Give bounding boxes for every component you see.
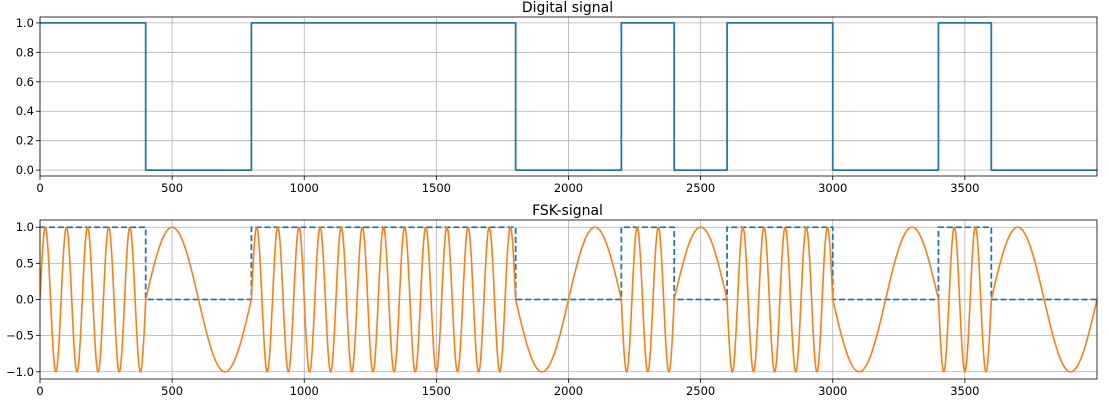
x-tick-label: 1000 [290, 181, 319, 195]
fsk-signal-title: FSK-signal [532, 203, 603, 219]
x-tick-label: 0 [36, 181, 43, 195]
y-tick-label: −1.0 [6, 365, 34, 379]
y-tick-label: 0.0 [16, 163, 34, 177]
x-tick-label: 2000 [554, 181, 583, 195]
digital-signal-title: Digital signal [522, 0, 613, 16]
y-tick-label: 0.6 [16, 75, 34, 89]
fsk-signal-ticks: 0 500 1000 1500 2000 2500 3000 3500 −1.0 −0.5 0.0 0… [6, 220, 979, 398]
y-tick-label: 0.4 [16, 104, 34, 118]
digital-signal-grid [39, 17, 1097, 176]
x-tick-label: 0 [36, 384, 43, 398]
x-tick-label: 3000 [818, 384, 847, 398]
digital-signal-axes: Digital signal 0 500 1000 1500 2000 2500 3000 3… [16, 0, 1098, 195]
x-tick-label: 500 [161, 384, 183, 398]
digital-dashed-step-line [40, 226, 1097, 301]
x-tick-label: 2000 [554, 384, 583, 398]
digital-step-line [40, 21, 1097, 172]
fsk-signal-series [40, 226, 1097, 373]
digital-signal-ticks: 0 500 1000 1500 2000 2500 3000 3500 0.0 0.2 0.4 0.6… [16, 16, 980, 195]
x-tick-label: 3500 [950, 384, 979, 398]
y-tick-label: 1.0 [16, 16, 34, 30]
x-tick-label: 2500 [686, 384, 715, 398]
x-tick-label: 500 [161, 181, 183, 195]
x-tick-label: 1000 [290, 384, 319, 398]
fsk-wave-line [40, 226, 1097, 373]
x-tick-label: 3500 [950, 181, 979, 195]
y-tick-label: 0.5 [16, 256, 34, 270]
digital-signal-series [40, 21, 1097, 172]
y-tick-label: 0.0 [16, 293, 34, 307]
fsk-signal-axes: FSK-signal 0 500 1000 1500 2000 2500 3000 3500 −… [6, 203, 1098, 398]
y-tick-label: 0.8 [16, 45, 34, 59]
x-tick-label: 1500 [422, 181, 451, 195]
y-tick-label: 0.2 [16, 134, 34, 148]
y-tick-label: 1.0 [16, 220, 34, 234]
y-tick-label: −0.5 [6, 329, 34, 343]
x-tick-label: 2500 [686, 181, 715, 195]
x-tick-label: 3000 [818, 181, 847, 195]
x-tick-label: 1500 [422, 384, 451, 398]
